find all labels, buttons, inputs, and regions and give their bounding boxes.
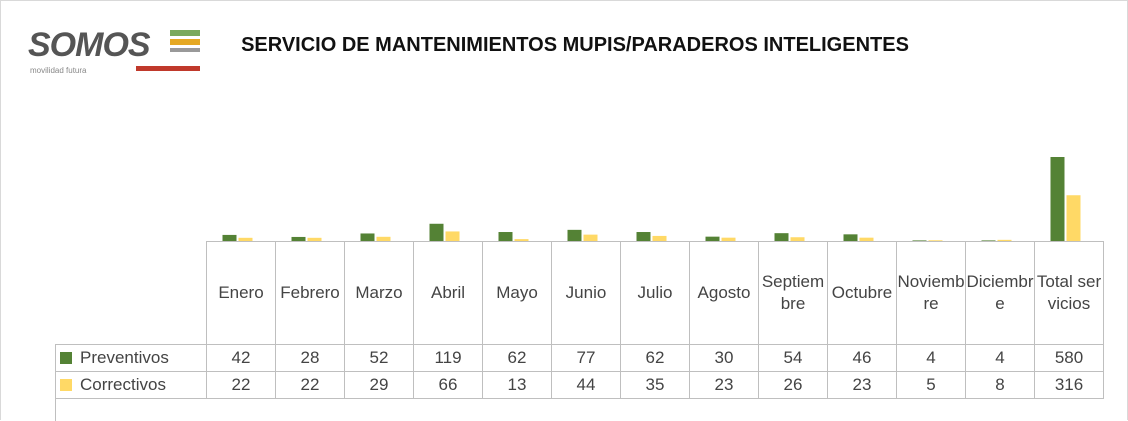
bar <box>567 229 582 241</box>
bar <box>583 234 598 241</box>
bar <box>636 232 651 241</box>
value-cell: 22 <box>206 371 276 399</box>
value-cell: 42 <box>206 344 276 372</box>
bar <box>790 237 805 241</box>
logo-tagline: movilidad futura <box>30 66 87 75</box>
bar <box>238 237 253 241</box>
value-cell: 26 <box>758 371 828 399</box>
value-cell: 119 <box>413 344 483 372</box>
legend-label: Preventivos <box>80 348 169 367</box>
bar <box>981 240 996 241</box>
value-cell: 30 <box>689 344 759 372</box>
legend-key <box>60 352 72 364</box>
value-cell: 66 <box>413 371 483 399</box>
bar <box>445 231 460 241</box>
bar <box>1066 195 1081 241</box>
category-label: Septiembre <box>758 241 828 345</box>
value-cell: 8 <box>965 371 1035 399</box>
bar <box>843 234 858 241</box>
value-cell: 23 <box>689 371 759 399</box>
legend-key <box>60 379 72 391</box>
value-cell: 4 <box>965 344 1035 372</box>
corner-cell <box>55 241 207 345</box>
bar <box>514 239 529 241</box>
value-cell: 62 <box>482 344 552 372</box>
chart-title: SERVICIO DE MANTENIMIENTOS MUPIS/PARADER… <box>241 34 909 56</box>
value-cell: 22 <box>275 371 345 399</box>
category-label: Agosto <box>689 241 759 345</box>
value-cell: 316 <box>1034 371 1104 399</box>
bar <box>498 232 513 241</box>
category-label: Noviembre <box>896 241 966 345</box>
category-label: Abril <box>413 241 483 345</box>
table-edge <box>55 397 56 421</box>
value-cell: 5 <box>896 371 966 399</box>
value-cell: 52 <box>344 344 414 372</box>
data-table: Enero Febrero Marzo Abril Mayo Junio Julio Agos… <box>55 241 1104 399</box>
value-cell: 580 <box>1034 344 1104 372</box>
bar <box>705 236 720 241</box>
category-label: Febrero <box>275 241 345 345</box>
value-cell: 62 <box>620 344 690 372</box>
category-label: Julio <box>620 241 690 345</box>
value-cell: 29 <box>344 371 414 399</box>
value-cell: 13 <box>482 371 552 399</box>
bar <box>774 233 789 241</box>
bar <box>307 237 322 241</box>
bar <box>859 237 874 241</box>
chart <box>222 157 1081 241</box>
series-row: Preventivos 42 28 52 119 62 77 62 30 54 46 4 4 580 <box>55 344 1104 372</box>
logo: SOMOS movilidad futura <box>28 26 208 76</box>
bar <box>928 240 943 241</box>
value-cell: 35 <box>620 371 690 399</box>
category-label: Marzo <box>344 241 414 345</box>
bar <box>429 223 444 241</box>
bar <box>997 239 1012 241</box>
category-label: Diciembre <box>965 241 1035 345</box>
bar <box>376 236 391 241</box>
value-cell: 28 <box>275 344 345 372</box>
bar <box>360 233 375 241</box>
value-cell: 4 <box>896 344 966 372</box>
category-label: Junio <box>551 241 621 345</box>
legend-cell: Correctivos <box>55 371 207 399</box>
category-label: Total servicios <box>1034 241 1104 345</box>
bar <box>291 236 306 241</box>
header-row: Enero Febrero Marzo Abril Mayo Junio Julio Agos… <box>55 241 1104 345</box>
bar <box>1050 157 1065 241</box>
value-cell: 23 <box>827 371 897 399</box>
value-cell: 46 <box>827 344 897 372</box>
category-label: Mayo <box>482 241 552 345</box>
series-row: Correctivos 22 22 29 66 13 44 35 23 26 23 5 8 316 <box>55 371 1104 399</box>
legend-cell: Preventivos <box>55 344 207 372</box>
logo-art <box>136 30 200 71</box>
category-label: Enero <box>206 241 276 345</box>
value-cell: 54 <box>758 344 828 372</box>
bar <box>912 240 927 241</box>
category-label: Octubre <box>827 241 897 345</box>
bar <box>222 234 237 241</box>
legend-label: Correctivos <box>80 375 166 394</box>
bar <box>721 237 736 241</box>
logo-text: SOMOS <box>28 26 151 64</box>
value-cell: 44 <box>551 371 621 399</box>
value-cell: 77 <box>551 344 621 372</box>
bar <box>652 235 667 241</box>
